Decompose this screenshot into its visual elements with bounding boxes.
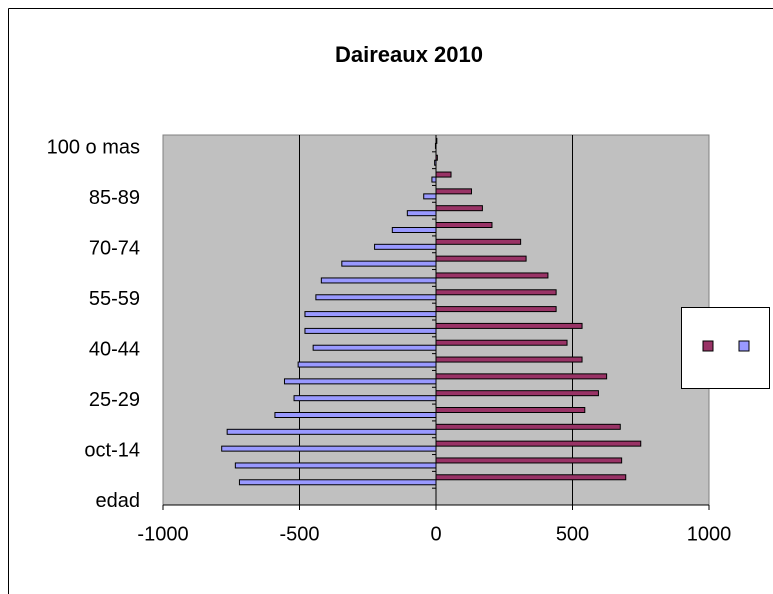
x-tick-label: 500 (556, 523, 589, 545)
bar (293, 395, 437, 402)
bar (435, 373, 608, 380)
bar (435, 474, 627, 481)
y-tick-label: 25-29 (89, 389, 140, 411)
legend (681, 307, 770, 389)
bar (297, 361, 437, 368)
x-tick-label: 0 (430, 523, 441, 545)
bar (435, 440, 642, 447)
bar (435, 407, 586, 413)
bar (226, 428, 437, 435)
y-tick-label: 55-59 (89, 288, 140, 310)
y-tick-label: 70-74 (89, 238, 140, 260)
bar (435, 356, 583, 363)
bar (312, 344, 437, 351)
bar (391, 227, 437, 233)
bar (435, 188, 472, 195)
bar (283, 378, 437, 385)
chart-title: Daireaux 2010 (335, 42, 483, 67)
bar (435, 322, 583, 329)
bar (341, 260, 437, 267)
bar (435, 238, 522, 245)
y-tick-label: oct-14 (84, 439, 140, 461)
bar (435, 339, 568, 346)
bar (374, 243, 437, 250)
bar (435, 171, 452, 178)
y-tick-label: 40-44 (89, 339, 140, 361)
bar (238, 479, 437, 486)
bar (221, 445, 437, 452)
bar (435, 222, 493, 228)
bar (406, 210, 437, 217)
bar (435, 289, 557, 296)
x-tick-label: -1000 (137, 523, 188, 545)
bar (423, 193, 437, 200)
bar (234, 462, 437, 469)
x-tick-label: -500 (279, 523, 319, 545)
bar (315, 294, 437, 301)
bar (320, 277, 437, 284)
bar (435, 457, 623, 464)
bar (435, 306, 557, 313)
bar (435, 390, 599, 397)
bar (435, 423, 621, 430)
y-tick-label: edad (96, 490, 141, 512)
bar (274, 412, 437, 418)
y-tick-label: 100 o mas (47, 137, 140, 159)
y-tick-label: 85-89 (89, 187, 140, 209)
legend-marker (738, 340, 750, 352)
x-tick-label: 1000 (687, 523, 732, 545)
bar (304, 327, 437, 334)
bar (435, 205, 483, 212)
bar (304, 311, 437, 318)
bar (435, 272, 549, 279)
bar (435, 255, 527, 262)
legend-marker (702, 340, 714, 352)
bar (431, 176, 437, 183)
